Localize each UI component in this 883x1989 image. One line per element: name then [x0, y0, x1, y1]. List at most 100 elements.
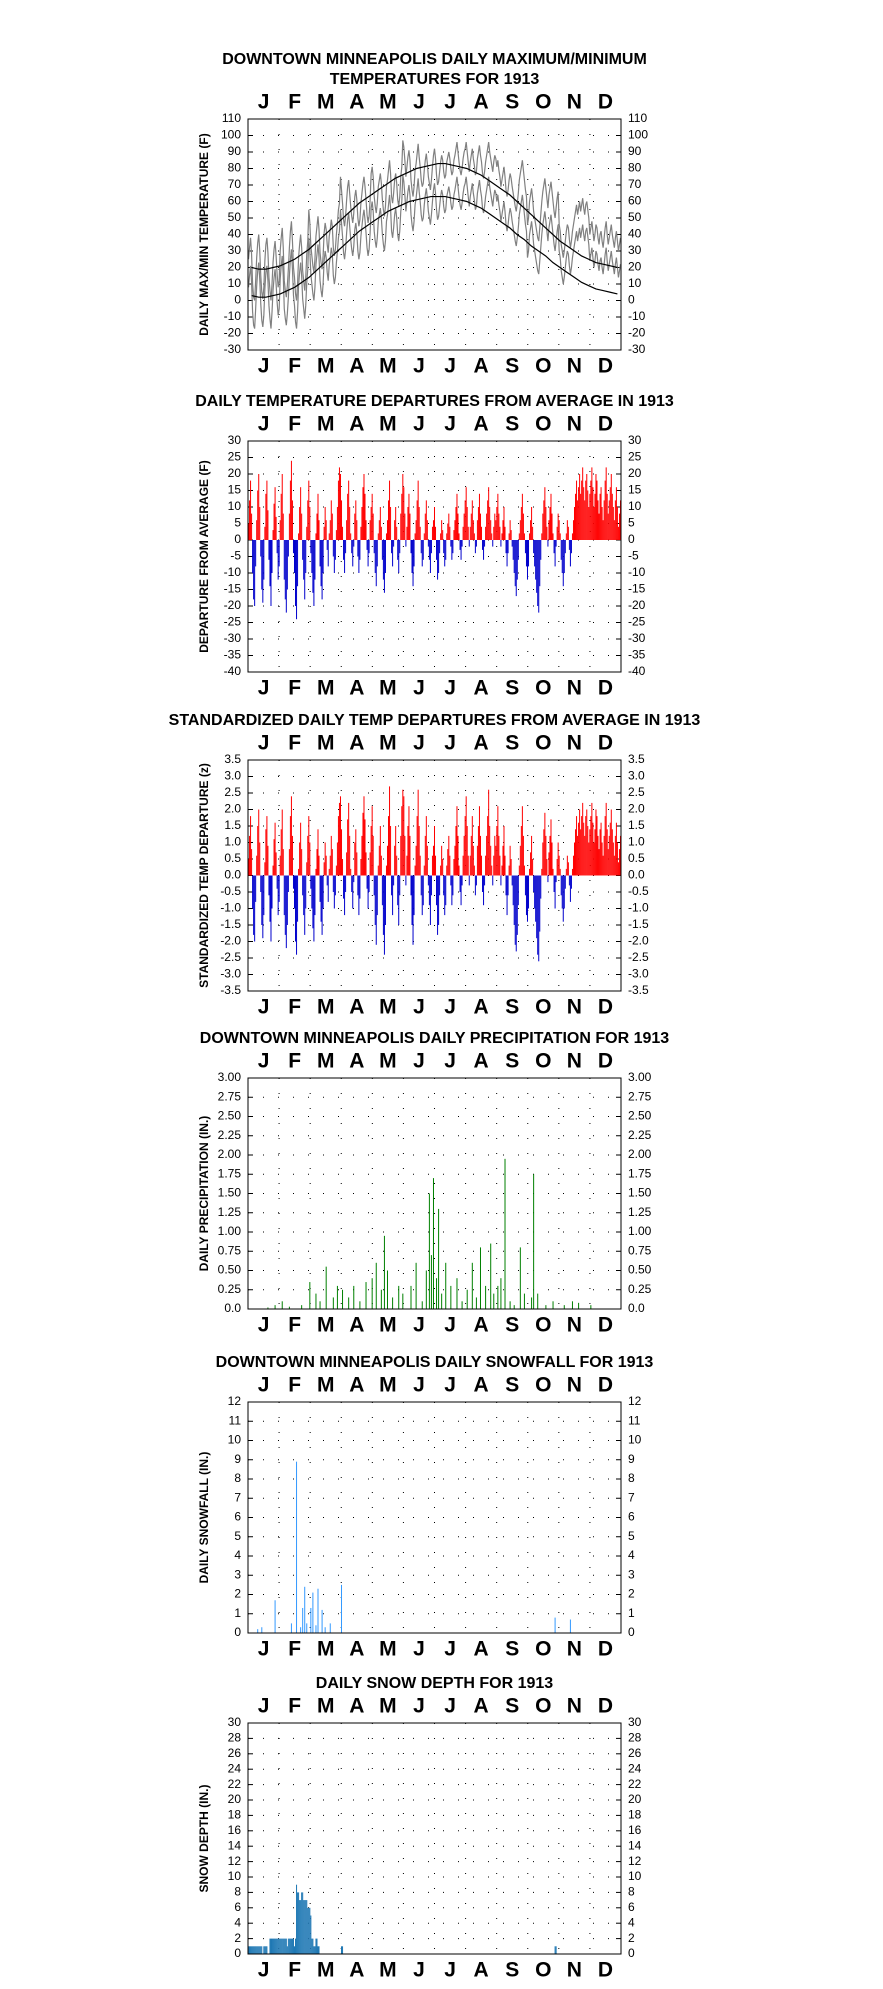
bar: [349, 835, 351, 876]
bar: [432, 1178, 434, 1309]
bar: [317, 829, 319, 876]
bar: [259, 1946, 261, 1954]
y-tick-label-right: 1: [628, 1606, 635, 1620]
bar: [425, 1270, 427, 1309]
bar: [392, 540, 394, 567]
bar: [582, 467, 584, 540]
y-tick-label-left: 1.50: [218, 1186, 242, 1200]
month-label-top: J: [413, 732, 425, 755]
bar: [447, 849, 449, 876]
bar: [481, 526, 483, 540]
bar: [259, 842, 261, 876]
y-tick-label-left: 2.0: [224, 802, 241, 816]
bar: [489, 826, 491, 876]
month-label-bottom: N: [567, 1959, 582, 1982]
bar: [324, 507, 326, 540]
month-label-bottom: J: [444, 1314, 456, 1337]
chart-title: DOWNTOWN MINNEAPOLIS DAILY SNOWFALL FOR …: [216, 1354, 654, 1371]
bar: [410, 540, 412, 554]
bar: [262, 540, 264, 603]
bar: [599, 493, 601, 540]
chart: DOWNTOWN MINNEAPOLIS DAILY SNOWFALL FOR …: [197, 1354, 653, 1660]
bar: [361, 835, 363, 876]
bar: [407, 826, 409, 876]
bar: [586, 809, 588, 876]
bar: [294, 875, 295, 909]
bar: [281, 1301, 283, 1309]
bar: [477, 826, 479, 876]
bar: [379, 507, 381, 540]
bar: [529, 533, 531, 540]
month-label-bottom: S: [505, 1959, 519, 1982]
y-axis-label: DAILY PRECIPITATION (IN.): [197, 1116, 211, 1272]
bar: [332, 1297, 334, 1309]
month-label-top: M: [379, 413, 397, 436]
bar: [485, 855, 487, 876]
bar: [398, 875, 400, 925]
bar: [454, 520, 456, 540]
bar: [606, 493, 608, 540]
bar: [311, 1938, 313, 1954]
bar: [617, 526, 619, 540]
y-tick-label-left: -1.0: [220, 901, 241, 915]
bar: [488, 487, 490, 540]
y-tick-label-left: 2.00: [218, 1147, 242, 1161]
bar: [350, 533, 352, 540]
chart: DAILY TEMPERATURE DEPARTURES FROM AVERAG…: [195, 393, 674, 699]
bar: [288, 849, 290, 876]
bar: [325, 520, 327, 540]
month-label-top: O: [535, 413, 551, 436]
month-label-top: F: [288, 1374, 301, 1397]
bar: [497, 806, 499, 876]
bar: [392, 1297, 394, 1309]
bar: [615, 487, 617, 540]
bar: [577, 500, 579, 540]
bar: [265, 493, 267, 540]
bar: [359, 1301, 361, 1309]
bar: [320, 540, 322, 587]
bar: [571, 533, 573, 540]
y-tick-label-right: 8: [628, 1885, 635, 1899]
bar: [457, 835, 459, 876]
bar: [512, 540, 514, 560]
y-tick-label-left: 10: [228, 1433, 242, 1447]
bar: [611, 493, 613, 540]
bar: [524, 875, 526, 896]
bar: [486, 835, 488, 876]
bar: [474, 875, 476, 896]
bar: [569, 875, 571, 902]
bar: [384, 540, 386, 573]
bar: [372, 835, 374, 876]
y-tick-label-left: 0: [234, 532, 241, 546]
bar: [588, 842, 590, 876]
bar: [380, 855, 382, 876]
bar: [459, 875, 461, 892]
bar: [461, 875, 463, 886]
y-tick-label-right: -3.0: [628, 967, 649, 981]
y-tick-label-left: 3.5: [224, 752, 241, 766]
bar: [315, 1625, 317, 1633]
bar: [615, 822, 617, 876]
y-tick-label-left: 20: [228, 466, 242, 480]
month-label-top: J: [444, 1374, 456, 1397]
month-label-top: A: [349, 1050, 364, 1073]
bar: [383, 540, 385, 593]
bar: [505, 540, 507, 554]
bar: [485, 1285, 487, 1309]
bar: [302, 1892, 304, 1954]
bar: [602, 855, 604, 876]
month-label-bottom: J: [258, 677, 270, 700]
month-label-top: D: [598, 732, 613, 755]
month-label-top: M: [317, 91, 335, 114]
bar: [358, 875, 360, 916]
bar: [257, 1946, 259, 1954]
bar: [271, 540, 273, 573]
bar: [575, 829, 577, 876]
month-label-bottom: J: [444, 1959, 456, 1982]
bar: [276, 875, 278, 889]
bar: [447, 523, 449, 540]
bar: [335, 865, 337, 876]
bar: [254, 540, 256, 606]
bar: [492, 875, 494, 886]
bar: [249, 835, 251, 876]
